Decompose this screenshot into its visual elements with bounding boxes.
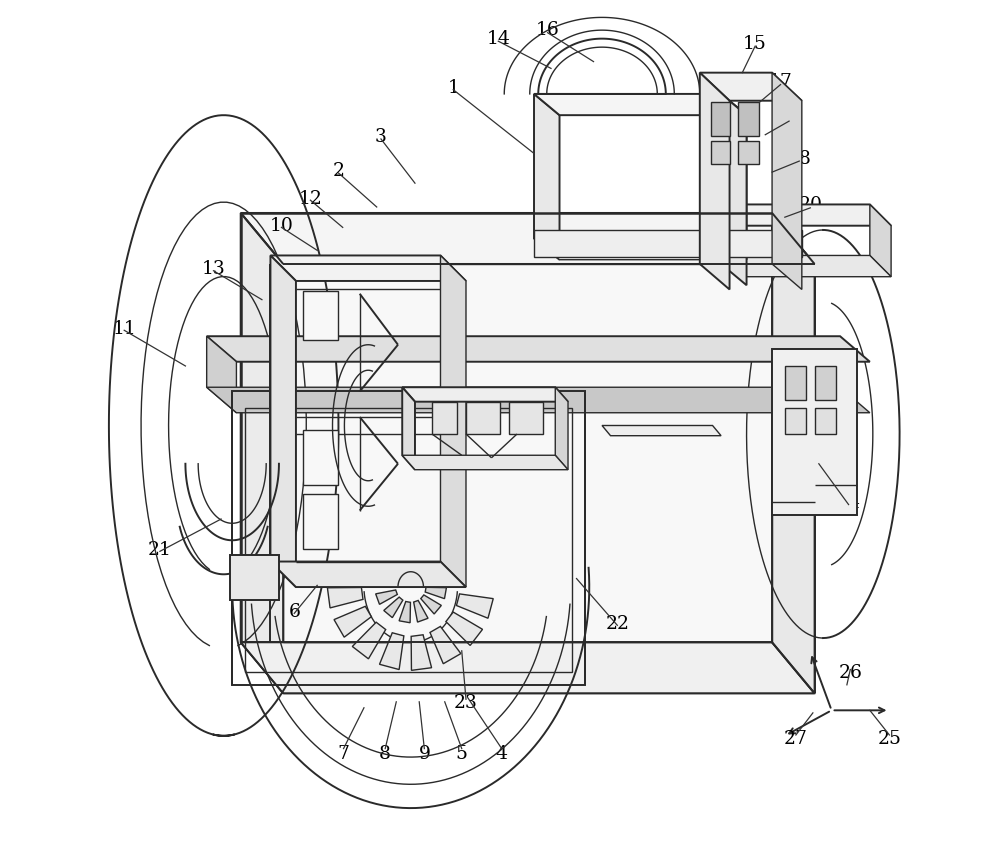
Polygon shape <box>241 642 815 694</box>
Text: 14: 14 <box>486 30 510 48</box>
Polygon shape <box>700 73 730 291</box>
Polygon shape <box>711 103 730 137</box>
Polygon shape <box>534 231 802 258</box>
Text: 6: 6 <box>288 602 300 620</box>
Polygon shape <box>303 430 338 486</box>
Polygon shape <box>446 613 483 646</box>
Polygon shape <box>721 205 891 227</box>
Polygon shape <box>230 556 279 600</box>
Text: 8: 8 <box>379 744 391 762</box>
Text: 18: 18 <box>787 149 811 168</box>
Polygon shape <box>711 141 730 164</box>
Text: 21: 21 <box>148 540 172 558</box>
Text: 25: 25 <box>877 729 901 747</box>
Polygon shape <box>785 366 806 400</box>
Text: 11: 11 <box>112 320 136 337</box>
Polygon shape <box>270 256 466 282</box>
Polygon shape <box>402 388 415 470</box>
Polygon shape <box>270 256 296 587</box>
Text: 20: 20 <box>798 196 822 214</box>
Text: 2: 2 <box>332 162 344 181</box>
Polygon shape <box>421 596 441 614</box>
Text: 3: 3 <box>375 129 387 147</box>
Text: 16: 16 <box>536 21 559 39</box>
Polygon shape <box>785 409 806 435</box>
Polygon shape <box>402 388 568 402</box>
Polygon shape <box>721 95 747 286</box>
Polygon shape <box>466 402 500 435</box>
Text: 24: 24 <box>837 493 861 511</box>
Polygon shape <box>207 337 870 362</box>
Polygon shape <box>207 388 870 413</box>
Text: 27: 27 <box>784 729 808 747</box>
Polygon shape <box>283 265 772 642</box>
Polygon shape <box>376 590 397 605</box>
Text: 23: 23 <box>454 693 478 711</box>
Polygon shape <box>534 239 747 261</box>
Polygon shape <box>815 409 836 435</box>
Polygon shape <box>352 623 386 659</box>
Polygon shape <box>700 73 802 101</box>
Text: 15: 15 <box>743 35 767 53</box>
Polygon shape <box>432 402 457 435</box>
Polygon shape <box>241 214 815 265</box>
Text: 13: 13 <box>202 260 225 278</box>
Polygon shape <box>414 601 428 622</box>
Text: 12: 12 <box>298 189 322 207</box>
Polygon shape <box>380 633 404 670</box>
Polygon shape <box>384 597 403 618</box>
Polygon shape <box>772 214 815 694</box>
Polygon shape <box>738 103 759 137</box>
Polygon shape <box>327 588 363 608</box>
Text: 26: 26 <box>838 664 862 682</box>
Polygon shape <box>534 95 560 261</box>
Polygon shape <box>772 349 857 515</box>
Polygon shape <box>772 73 802 291</box>
Polygon shape <box>270 561 466 587</box>
Polygon shape <box>425 588 446 599</box>
Polygon shape <box>207 337 236 413</box>
Polygon shape <box>241 214 283 694</box>
Polygon shape <box>721 95 747 261</box>
Polygon shape <box>303 292 338 341</box>
Polygon shape <box>334 607 371 637</box>
Text: 9: 9 <box>418 744 430 762</box>
Text: 4: 4 <box>496 744 508 762</box>
Polygon shape <box>870 205 891 278</box>
Polygon shape <box>534 95 747 116</box>
Polygon shape <box>402 456 568 470</box>
Polygon shape <box>738 141 759 164</box>
Polygon shape <box>721 205 742 278</box>
Polygon shape <box>430 627 461 664</box>
Polygon shape <box>440 256 466 587</box>
Text: 1: 1 <box>447 79 459 97</box>
Polygon shape <box>602 426 721 436</box>
Text: 19: 19 <box>777 110 801 128</box>
Polygon shape <box>399 602 410 623</box>
Text: 22: 22 <box>605 614 629 632</box>
Polygon shape <box>509 402 543 435</box>
Text: 17: 17 <box>769 73 793 91</box>
Text: 5: 5 <box>456 744 468 762</box>
Polygon shape <box>303 494 338 550</box>
Text: 10: 10 <box>270 216 293 234</box>
Text: 7: 7 <box>338 744 350 762</box>
Polygon shape <box>721 256 891 278</box>
Polygon shape <box>555 388 568 470</box>
Polygon shape <box>411 635 432 671</box>
Polygon shape <box>456 594 493 619</box>
Polygon shape <box>815 366 836 400</box>
